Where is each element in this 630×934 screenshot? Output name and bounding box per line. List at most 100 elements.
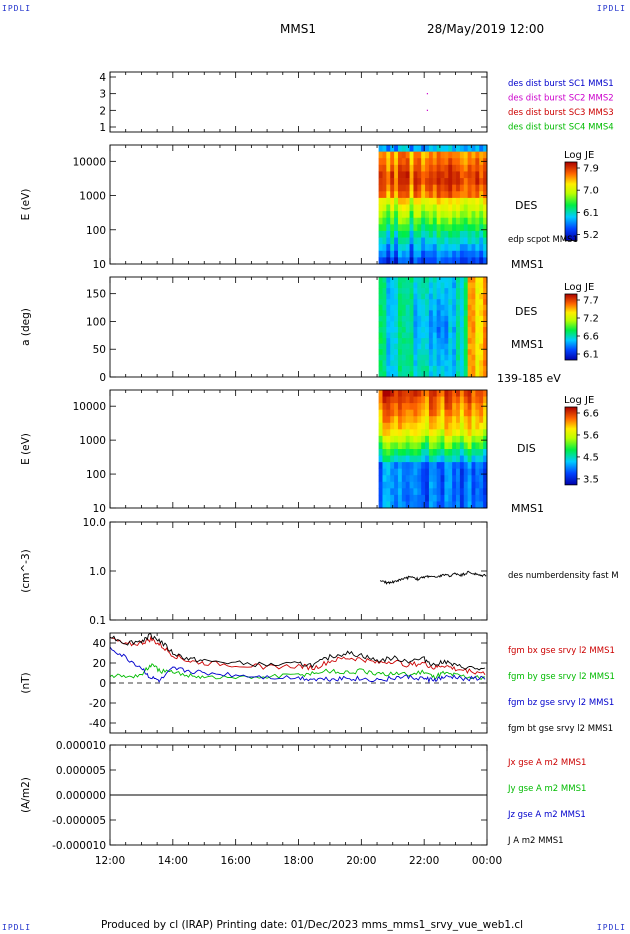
spectrogram-cell [382,299,387,306]
spectrogram-cell [428,349,434,356]
spectrogram-cell [413,230,418,238]
spectrogram-cell [417,257,422,265]
spectrogram-cell [390,475,395,483]
spectrogram-cell [448,390,453,397]
spectrogram-cell [452,277,457,283]
spectrogram-cell [444,191,449,199]
spectrogram-cell [390,244,395,252]
spectrogram-cell [456,211,461,219]
spectrogram-cell [417,197,422,205]
spectrogram-cell [409,455,414,463]
spectrogram-cell [413,494,418,502]
spectrogram-cell [378,462,383,470]
spectrogram-cell [448,145,453,153]
colorbar-tick-label: 7.9 [583,164,599,175]
spectrogram-cell [378,416,383,424]
spectrogram-cell [463,310,469,317]
spectrogram-cell [405,171,410,179]
spectrogram-cell [440,455,445,463]
spectrogram-cell [386,304,391,311]
spectrogram-cell [417,244,422,252]
spectrogram-cell [452,409,457,417]
spectrogram-cell [378,403,383,411]
spectrogram-cell [397,475,403,483]
legend-entry: fgm bx gse srvy l2 MMS1 [508,646,615,656]
spectrogram-cell [386,197,391,205]
spectrogram-cell [471,481,476,489]
spectrogram-cell [479,184,484,192]
spectrogram-cell [409,197,414,205]
spectrogram-cell [448,365,453,372]
spectrogram-cell [409,327,414,333]
spectrogram-cell [479,455,484,463]
spectrogram-cell [401,211,407,219]
spectrogram-cell [386,257,391,265]
spectrogram-cell [475,288,480,295]
spectrogram-cell [471,409,476,417]
spectrogram-cell [479,277,484,283]
spectrogram-cell [448,481,453,489]
spectrogram-cell [452,327,457,333]
spectrogram-cell [483,354,488,361]
spectrogram-cell [444,360,449,367]
spectrogram-cell [467,277,472,283]
spectrogram-cell [475,481,480,489]
spectrogram-cell [394,184,399,192]
spectrogram-cell [401,244,407,252]
spectrogram-cell [417,204,422,212]
spectrogram-cell [448,310,453,317]
spectrogram-cell [475,310,480,317]
spectrogram-cell [397,371,403,378]
spectrogram-cell [405,211,410,219]
spectrogram-cell [432,310,438,317]
spectrogram-cell [444,310,449,317]
spectrogram-cell [409,145,414,153]
spectrogram-cell [440,501,445,509]
spectrogram-cell [448,403,453,411]
spectrogram-cell [413,178,418,186]
spectrogram-cell [397,435,403,443]
spectrogram-cell [425,257,430,265]
spectrogram-cell [436,158,441,166]
spectrogram-cell [425,211,430,219]
spectrogram-cell [467,293,472,300]
spectrogram-cell [440,488,445,496]
spectrogram-cell [390,435,395,443]
spectrogram-cell [459,409,465,417]
spectrogram-cell [479,191,484,199]
spectrogram-cell [382,310,387,317]
spectrogram-cell [394,250,399,258]
spectrogram-cell [390,396,395,404]
spectrogram-cell [475,224,480,232]
spectrogram-cell [413,237,418,245]
spectrogram-cell [467,178,472,186]
spectrogram-cell [459,299,465,306]
spectrogram-cell [463,293,469,300]
spectrogram-cell [440,171,445,179]
spectrogram-cell [463,481,469,489]
spectrogram-cell [483,204,488,212]
spectrogram-cell [479,396,484,404]
spectrogram-cell [440,191,445,199]
spectrogram-cell [475,151,480,159]
spectrogram-cell [386,327,391,333]
spectrogram-cell [448,475,453,483]
spectrogram-cell [471,164,476,172]
spectrogram-cell [475,250,480,258]
spectrogram-cell [432,416,438,424]
spectrogram-cell [459,468,465,476]
spectrogram-cell [444,365,449,372]
spectrogram-cell [409,332,414,339]
spectrogram-cell [425,293,430,300]
spectrogram-cell [390,494,395,502]
spectrogram-cell [428,204,434,212]
y-tick-label: 0.1 [89,615,106,627]
spectrogram-cell [475,475,480,483]
spectrogram-cell [467,332,472,339]
spectrogram-cell [401,332,407,339]
spectrogram-cell [417,365,422,372]
spectrogram-cell [397,321,403,328]
spectrogram-cell [463,349,469,356]
colorbar-title: Log JE [564,282,594,293]
spectrogram-cell [475,184,480,192]
